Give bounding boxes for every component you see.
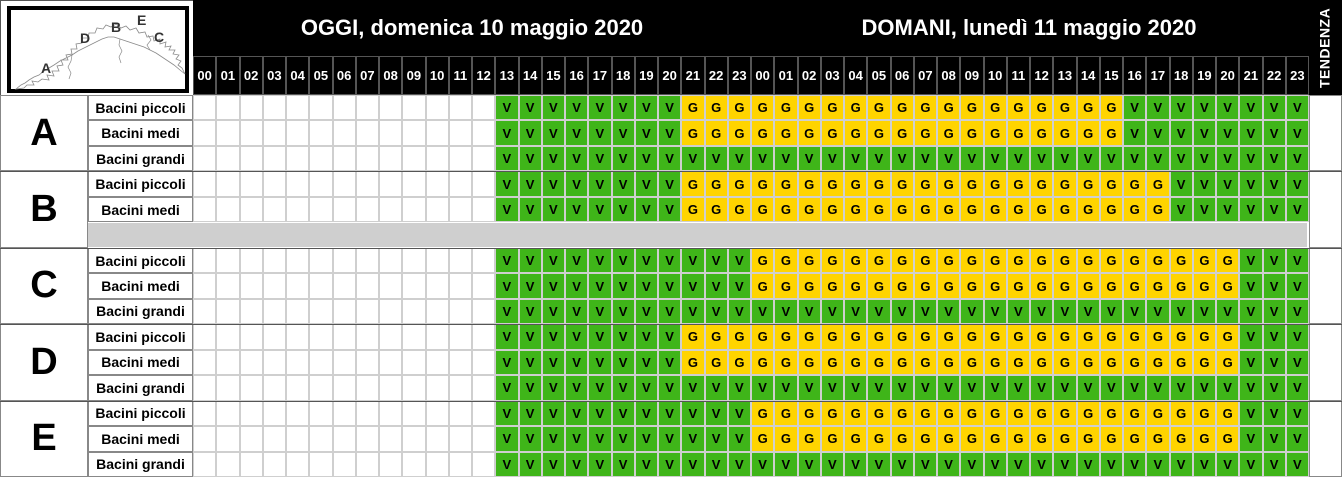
svg-text:B: B — [111, 19, 121, 35]
svg-text:C: C — [154, 29, 164, 45]
svg-text:D: D — [80, 30, 90, 46]
svg-text:E: E — [137, 12, 146, 28]
svg-text:A: A — [41, 60, 51, 76]
